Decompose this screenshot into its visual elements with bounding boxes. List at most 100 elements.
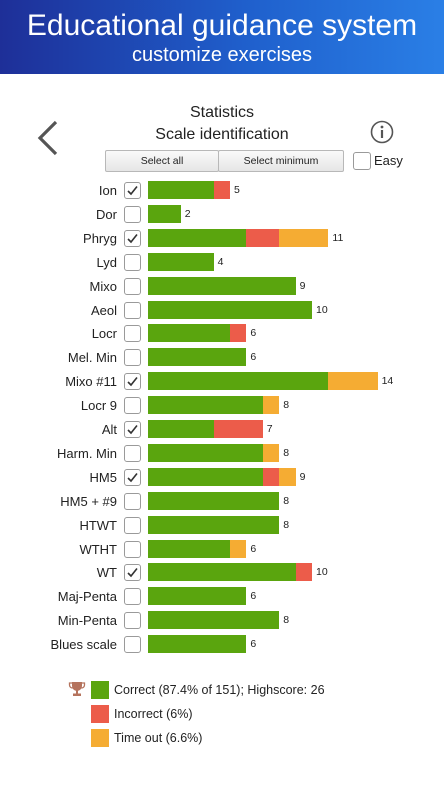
banner-title: Educational guidance system (26, 9, 418, 42)
stacked-bar (148, 587, 247, 606)
chevron-left-icon[interactable] (34, 118, 62, 158)
scale-checkbox[interactable] (124, 182, 141, 199)
scale-label: Alt (101, 422, 117, 437)
scale-checkbox[interactable] (124, 277, 141, 295)
scale-checkbox[interactable] (124, 444, 141, 462)
checkmark-icon (127, 425, 138, 435)
banner-subtitle: customize exercises (131, 44, 313, 66)
scale-row: Locr 6 (0, 322, 444, 346)
stacked-bar (148, 276, 296, 295)
correct-segment (148, 324, 230, 343)
correct-segment (148, 396, 263, 415)
stacked-bar (148, 443, 280, 462)
correct-segment (148, 348, 247, 367)
scale-label: HM5 (89, 469, 117, 485)
stacked-bar (148, 181, 230, 199)
scale-label: Blues scale (50, 637, 117, 653)
scale-row: WTHT 6 (0, 538, 444, 562)
incorrect-segment (295, 563, 312, 582)
scale-checkbox[interactable] (124, 540, 141, 558)
incorrect-segment (262, 467, 280, 486)
legend-incorrect-label: Incorrect (6%) (114, 707, 193, 721)
bar-total-label: 10 (316, 303, 328, 316)
scale-row: Blues scale 6 (0, 633, 444, 657)
scale-label: Locr 9 (80, 398, 117, 414)
bar-total-label: 6 (250, 542, 257, 555)
scale-checkbox[interactable] (124, 397, 141, 415)
correct-segment (148, 181, 214, 199)
scale-checkbox[interactable] (124, 588, 141, 606)
easy-checkbox[interactable] (353, 152, 371, 170)
scale-checkbox[interactable] (124, 205, 141, 223)
scale-row: Locr 9 8 (0, 394, 444, 418)
scale-checkbox[interactable] (124, 229, 141, 247)
correct-segment (148, 228, 247, 247)
bar-total-label: 8 (283, 399, 290, 412)
legend-correct-label: Correct (87.4% of 151); Highscore: 26 (114, 683, 325, 697)
checkmark-icon (127, 186, 138, 196)
scale-label: Phryg (83, 230, 117, 246)
bar-total-label: 8 (283, 446, 290, 459)
scale-checkbox[interactable] (124, 301, 141, 319)
scale-checkbox[interactable] (124, 564, 141, 582)
stacked-bar (148, 563, 312, 582)
scale-label: Lyd (96, 254, 117, 270)
timeout-segment (328, 372, 378, 391)
scale-checkbox[interactable] (124, 612, 141, 630)
scale-label: HTWT (79, 517, 117, 533)
bar-total-label: 9 (299, 470, 306, 483)
scale-checkbox[interactable] (124, 325, 141, 343)
correct-segment (148, 204, 181, 223)
info-icon[interactable] (370, 120, 394, 144)
easy-label: Easy (374, 153, 403, 168)
checkmark-icon (127, 377, 138, 387)
stacked-bar (148, 396, 280, 415)
correct-segment (148, 443, 263, 462)
timeout-segment (279, 228, 329, 247)
bar-total-label: 9 (299, 279, 306, 292)
scale-label: Maj-Penta (57, 589, 117, 605)
correct-segment (148, 635, 247, 654)
correct-segment (148, 252, 214, 271)
scale-row: Min-Penta 8 (0, 609, 444, 633)
scale-row: Mel. Min 6 (0, 346, 444, 370)
legend-correct: Correct (87.4% of 151); Highscore: 26 (0, 680, 444, 700)
trophy-icon (68, 680, 86, 698)
incorrect-segment (213, 420, 263, 438)
scale-label: Mixo #11 (65, 374, 117, 390)
bar-total-label: 8 (283, 518, 290, 531)
stacked-bar (148, 635, 247, 654)
stacked-bar (148, 515, 280, 534)
correct-segment (148, 300, 312, 319)
bar-total-label: 6 (250, 590, 257, 603)
checkmark-icon (127, 472, 138, 482)
timeout-segment (262, 443, 280, 462)
scale-checkbox[interactable] (124, 516, 141, 534)
scale-checkbox[interactable] (124, 636, 141, 654)
scale-checkbox[interactable] (124, 349, 141, 367)
app-banner: Educational guidance system customize ex… (0, 0, 444, 74)
correct-segment (148, 491, 280, 510)
bar-total-label: 7 (266, 423, 273, 435)
scale-checkbox[interactable] (124, 492, 141, 510)
bar-total-label: 11 (332, 231, 344, 244)
select-minimum-button[interactable]: Select minimum (218, 150, 344, 172)
scale-row: HM5 9 (0, 466, 444, 490)
bar-total-label: 2 (184, 207, 191, 220)
stacked-bar (148, 348, 247, 367)
bar-total-label: 6 (250, 351, 257, 364)
scale-row: Alt 7 (0, 418, 444, 442)
scale-row: Dor 2 (0, 203, 444, 227)
scale-checkbox[interactable] (124, 253, 141, 271)
select-all-button[interactable]: Select all (105, 150, 219, 172)
correct-segment (148, 372, 329, 391)
scale-checkbox[interactable] (124, 421, 141, 438)
bar-total-label: 10 (316, 566, 328, 579)
scale-row: Maj-Penta 6 (0, 585, 444, 609)
scale-checkbox[interactable] (124, 373, 141, 391)
checkmark-icon (127, 568, 138, 578)
scale-label: Dor (96, 206, 117, 222)
scale-checkbox[interactable] (124, 468, 141, 486)
bar-total-label: 8 (283, 494, 290, 507)
bar-total-label: 8 (283, 614, 290, 627)
